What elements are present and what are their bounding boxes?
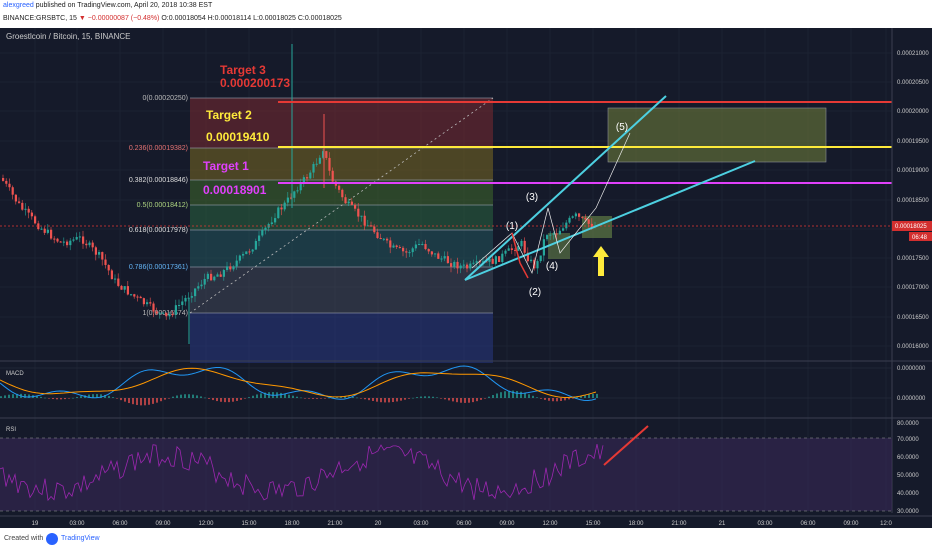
tradingview-link[interactable]: TradingView [61,535,100,542]
wave-5-label: (5) [616,122,628,133]
macd-line [0,365,597,402]
ohlc-values: O:0.00018054 H:0.00018114 L:0.00018025 C… [161,15,342,22]
time-label: 19 [32,521,39,527]
time-label: 20 [375,521,382,527]
tradingview-logo-icon [46,533,58,545]
rsi-band [0,438,892,511]
time-label: 15:00 [585,521,601,527]
time-label: 06:00 [112,521,128,527]
wave-1-label: (1) [506,221,518,232]
time-axis[interactable]: 19 03:00 06:00 09:00 12:00 15:00 18:00 21:00 20 0… [32,521,893,527]
fib-zone-4 [190,230,493,267]
time-label: 09:00 [155,521,171,527]
time-label: 06:00 [456,521,472,527]
time-label: 21:00 [327,521,343,527]
target3-value: 0.000200173 [220,76,290,90]
publish-info: alexgreed published on TradingView.com, … [3,2,212,9]
price-label: 0.00019000 [897,168,929,174]
wave-3-label: (3) [526,192,538,203]
rsi-axis-label: 60.0000 [897,455,919,461]
wave-4-label: (4) [546,261,558,272]
rsi-axis-label: 30.0000 [897,509,919,515]
time-label: 06:00 [800,521,816,527]
fib-zone-5 [190,267,493,313]
symbol-line: BINANCE:GRSBTC, 15 [3,15,77,22]
fib-zone-1 [190,148,493,180]
target-box[interactable] [607,107,827,163]
price-label: 0.00021000 [897,51,929,57]
rsi-axis-label: 40.0000 [897,491,919,497]
countdown-tag [909,232,932,241]
channel-lower-line[interactable] [464,160,756,281]
price-label: 0.00017000 [897,285,929,291]
fib-zone-0 [190,98,493,148]
footer: Created with TradingView [0,528,932,550]
wave4-box [548,233,570,259]
time-label: 03:00 [69,521,85,527]
time-label: 12:00 [542,521,558,527]
time-label: 03:00 [757,521,773,527]
macd-axis-label: 0.0000000 [897,366,926,372]
time-label: 09:00 [843,521,859,527]
countdown-value: 06:48 [912,235,928,241]
up-arrow-icon [593,246,609,276]
fib-level-236: 0.236(0.00019382) [129,145,188,152]
publish-header: alexgreed published on TradingView.com, … [0,0,932,28]
fib-zone-6 [190,313,493,363]
down-arrow-icon: ▼ [78,15,86,22]
candlesticks [2,44,597,344]
fib-level-618: 0.618(0.00017978) [129,227,188,234]
time-label: 18:00 [628,521,644,527]
chart-area[interactable]: 0(0.00020250) 0.236(0.00019382) 0.382(0.… [0,28,932,528]
symbol-info: BINANCE:GRSBTC, 15 ▼ −0.00000087 (−0.48%… [3,15,342,22]
rsi-line [0,444,604,502]
price-label: 0.00017500 [897,256,929,262]
time-label: 21 [719,521,726,527]
target1-value: 0.00018901 [203,183,267,197]
target1-label: Target 1 [203,159,249,173]
price-label: 0.00020500 [897,80,929,86]
wave-red-mark [511,232,529,279]
target2-value: 0.00019410 [206,130,270,144]
time-label: 03:00 [413,521,429,527]
current-price-tag [892,221,932,231]
price-label: 0.00016000 [897,344,929,350]
macd-axis-label: 0.0000000 [897,396,926,402]
rsi-trend-line[interactable] [603,425,649,466]
chart-title: Groestlcoin / Bitcoin, 15, BINANCE [6,32,131,41]
rsi-axis-label: 50.0000 [897,473,919,479]
price-label: 0.00016500 [897,315,929,321]
price-change: −0.00000087 (−0.48%) [87,15,160,22]
price-label: 0.00020000 [897,109,929,115]
macd-signal-line [0,367,597,398]
macd-label: MACD [6,371,24,377]
created-with-text: Created with [4,535,44,542]
fib-level-382: 0.382(0.00018846) [129,177,188,184]
price-label: 0.00019500 [897,139,929,145]
current-price-value: 0.00018025 [895,224,927,230]
chart-canvas[interactable]: 0(0.00020250) 0.236(0.00019382) 0.382(0.… [0,28,932,528]
grid-lines [0,28,892,513]
rsi-axis-label: 70.0000 [897,437,919,443]
time-label: 18:00 [284,521,300,527]
wave-2-label: (2) [529,287,541,298]
fib-level-786: 0.786(0.00017361) [129,264,188,271]
rsi-axis-label: 80.0000 [897,421,919,427]
fib-retracement[interactable]: 0(0.00020250) 0.236(0.00019382) 0.382(0.… [129,95,494,363]
price-axis[interactable] [892,28,932,528]
publisher-link[interactable]: alexgreed [3,2,34,9]
target3-label: Target 3 [220,63,266,77]
published-text: published on TradingView.com, April 20, … [35,2,213,9]
channel-upper-line[interactable] [464,95,667,281]
time-label: 09:00 [499,521,515,527]
fib-level-5: 0.5(0.00018412) [137,202,188,209]
time-label: 12:00 [198,521,214,527]
time-label: 15:00 [241,521,257,527]
price-label: 0.00018500 [897,198,929,204]
rsi-label: RSI [6,427,16,433]
time-label: 21:00 [671,521,687,527]
time-label: 12:0 [880,521,892,527]
target2-label: Target 2 [206,108,252,122]
fib-level-0: 0(0.00020250) [142,95,188,102]
